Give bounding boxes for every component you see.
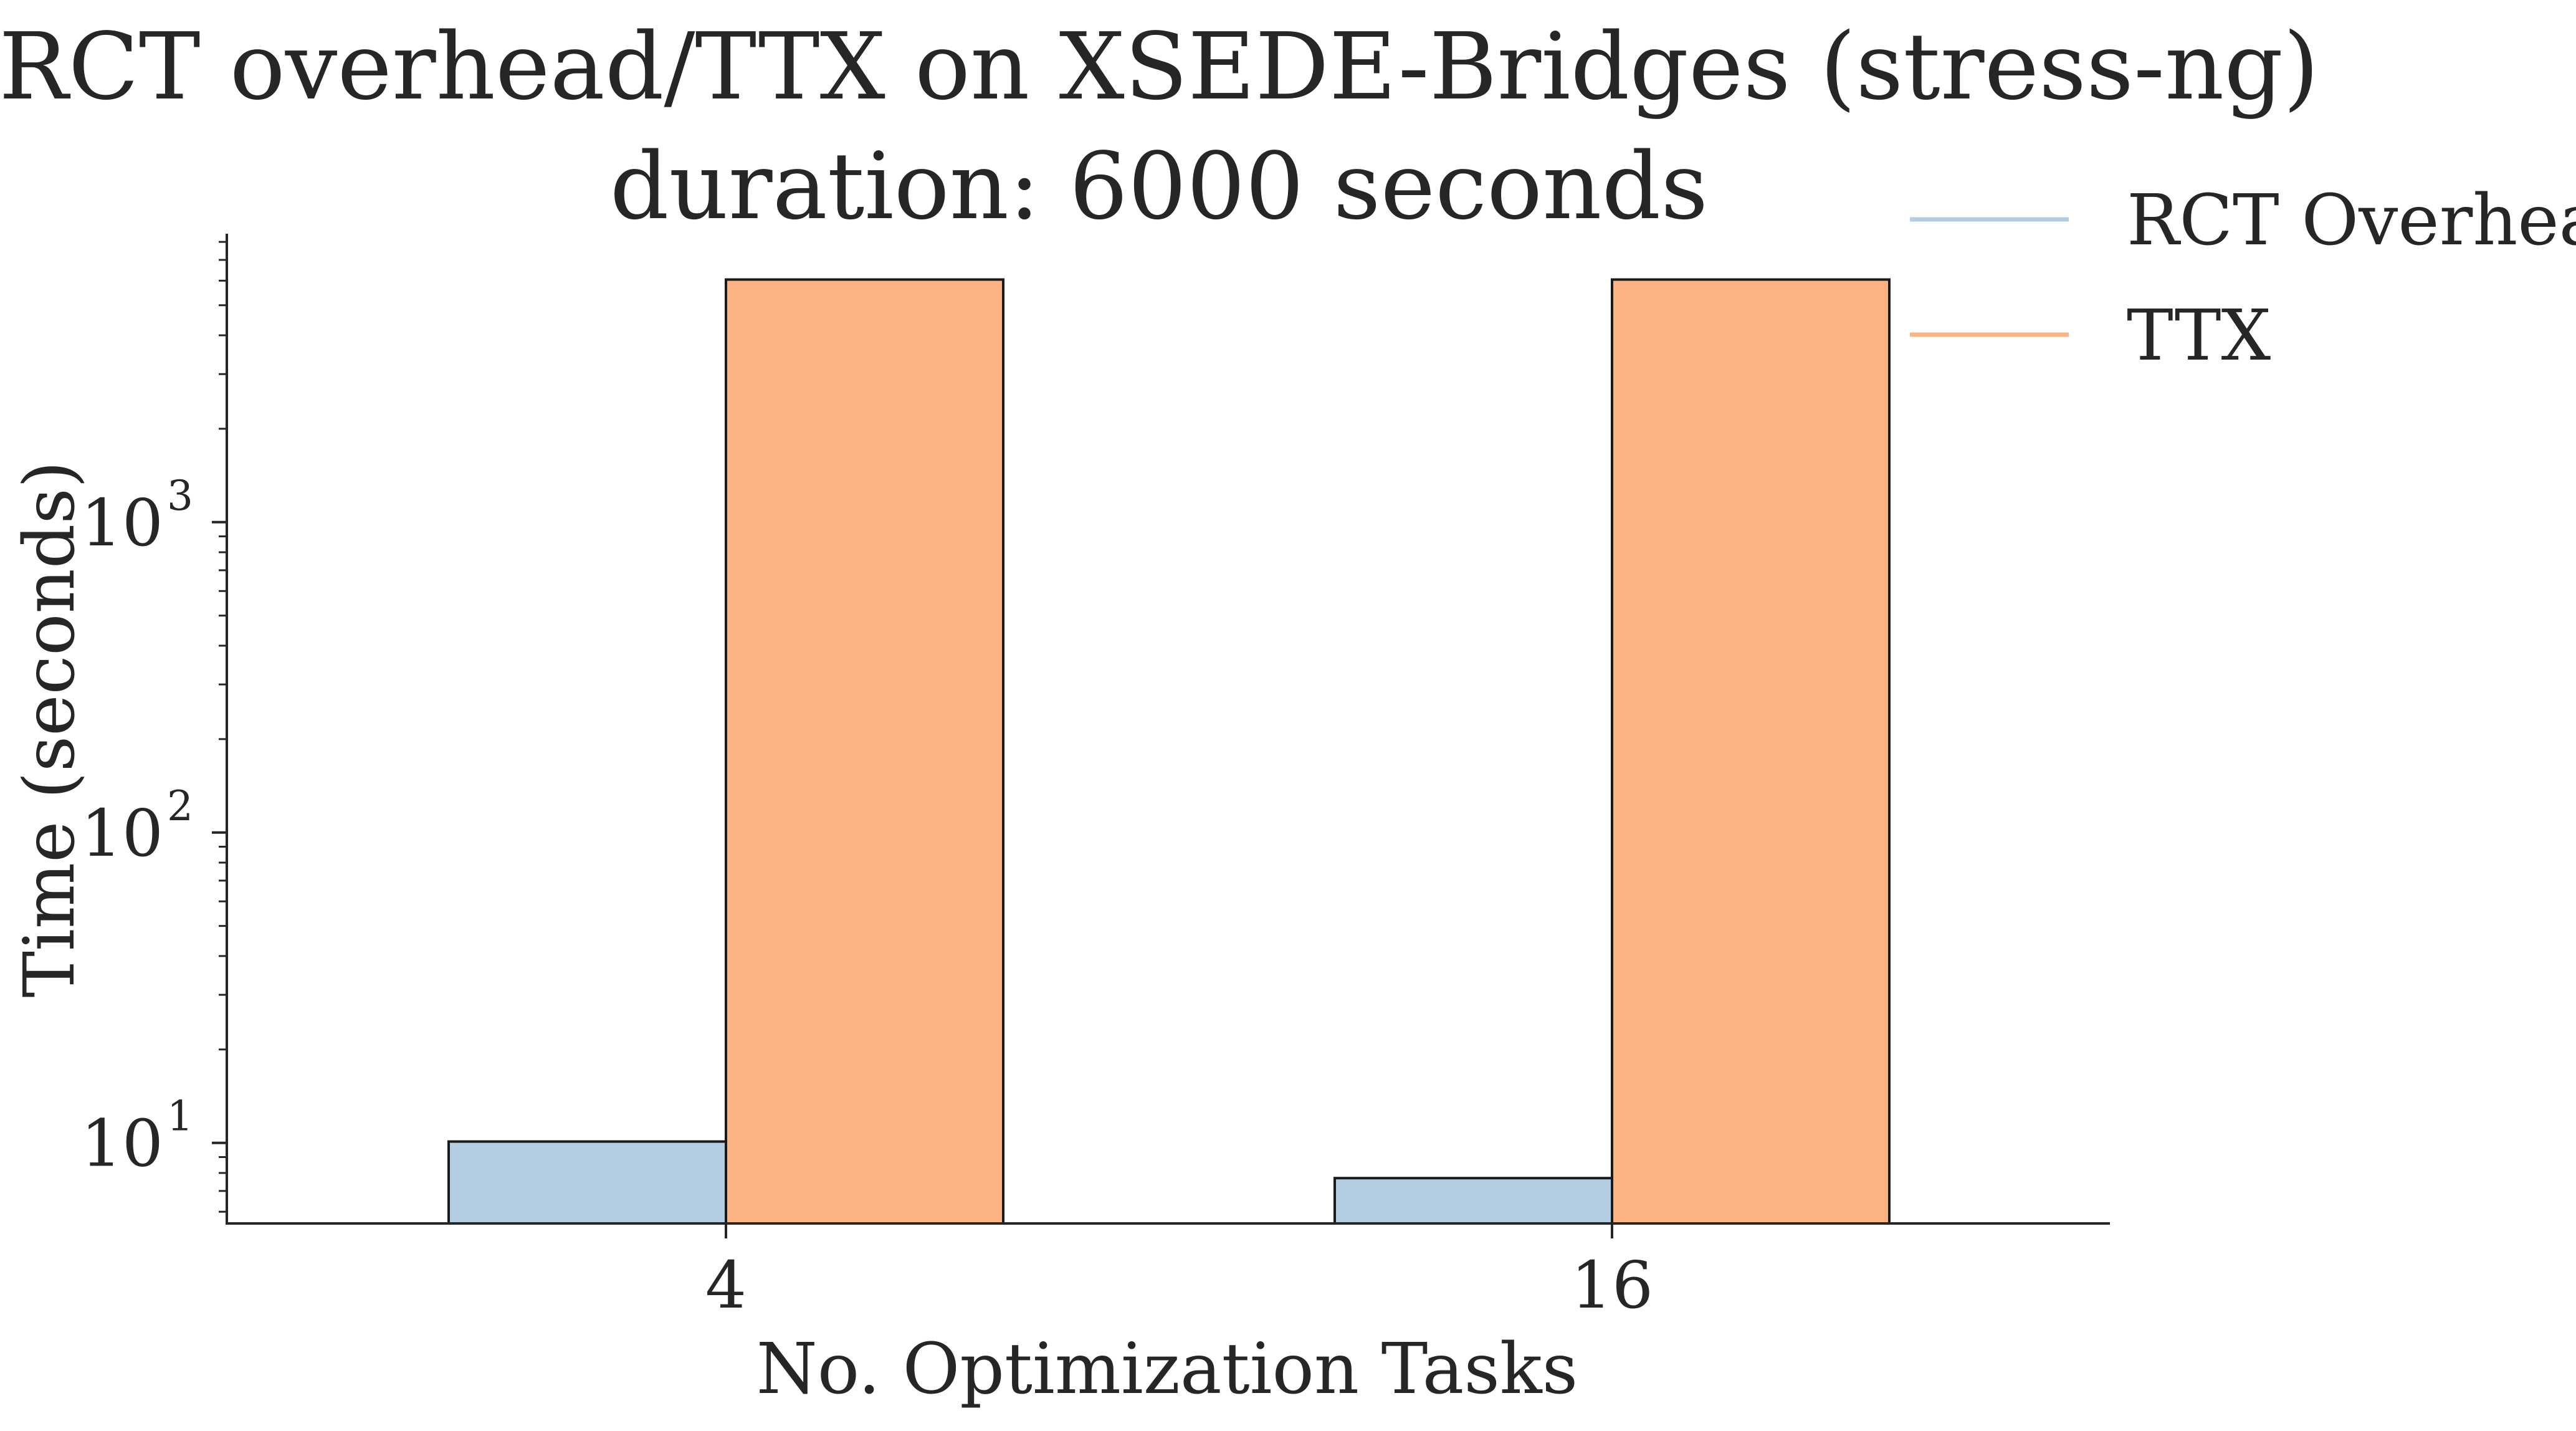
y-axis-label: Time (seconds) [9,461,90,997]
chart-title: RCT overhead/TTX on XSEDE-Bridges (stres… [0,13,2319,120]
x-tick-label: 4 [705,1247,747,1323]
bar-ttx-16 [1611,278,1891,1225]
bar-ttx-4 [725,278,1004,1225]
y-tick-label: 10 [81,795,163,871]
legend-label-ttx: TTX [2127,295,2271,376]
legend-label-rct-overhead: RCT Overhead [2127,180,2576,261]
legend: RCT Overhead TTX [1910,180,2576,376]
y-tick-label: 10 [81,485,163,561]
x-axis-label: No. Optimization Tasks [756,1329,1578,1410]
y-tick-exponent: 2 [167,782,193,830]
y-tick-exponent: 3 [167,472,193,520]
chart-subtitle: duration: 6000 seconds [610,133,1708,240]
bar-rct-overhead-4 [447,1140,727,1225]
x-ticks-layer: 4 16 [705,1223,1653,1323]
x-tick-label: 16 [1571,1247,1653,1323]
y-tick-exponent: 1 [167,1093,193,1141]
y-tick-label: 10 [81,1106,163,1182]
bars-layer [447,278,1891,1225]
bar-rct-overhead-16 [1333,1177,1613,1225]
